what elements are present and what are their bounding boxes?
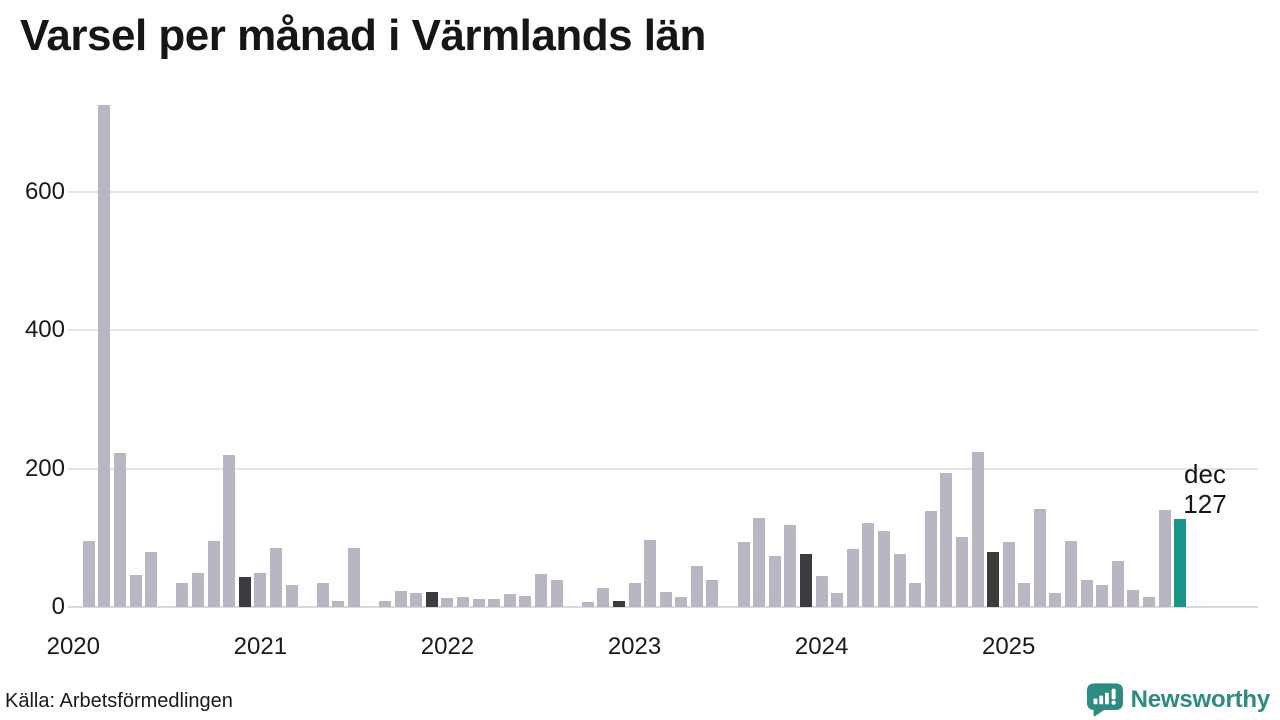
bar-2022-10 <box>581 602 594 607</box>
y-axis-tick-label-600: 600 <box>24 177 65 205</box>
y-axis-tick-label-200: 200 <box>24 454 65 482</box>
bar-2025-10 <box>1143 597 1155 607</box>
newsworthy-speech-bubble-chart-icon <box>1086 682 1124 717</box>
bar-2023-05 <box>690 566 703 607</box>
gridline-600 <box>68 190 1258 193</box>
x-axis-baseline <box>68 606 1258 608</box>
bar-2020-02 <box>82 541 95 607</box>
x-axis-year-label-2023: 2023 <box>607 633 662 660</box>
bar-2021-02 <box>269 548 282 607</box>
latest-bar-annotation: dec 127 <box>1152 459 1258 519</box>
bar-2022-01 <box>441 597 454 607</box>
annotation-value-label: 127 <box>1183 489 1227 519</box>
bar-2020-09 <box>192 573 205 607</box>
newsworthy-logo[interactable]: Newsworthy <box>1086 682 1270 717</box>
bar-2020-05 <box>129 575 142 607</box>
bar-2021-06 <box>332 600 345 607</box>
bar-2024-09 <box>940 473 953 607</box>
bar-2021-12 <box>425 592 438 607</box>
bar-2021-05 <box>316 582 329 607</box>
bar-2023-06 <box>706 579 719 607</box>
x-axis-year-label-2022: 2022 <box>420 633 475 660</box>
bar-2025-11 <box>1158 510 1171 607</box>
bar-2021-03 <box>285 584 298 607</box>
bar-2024-01 <box>815 575 828 607</box>
bar-2023-01 <box>628 583 641 607</box>
bar-2024-02 <box>831 593 844 607</box>
x-axis-year-label-2025: 2025 <box>981 633 1036 660</box>
bar-2025-03 <box>1033 509 1046 607</box>
bar-2023-09 <box>753 517 766 607</box>
bar-2022-12 <box>612 600 625 607</box>
bar-2022-04 <box>488 598 501 607</box>
bar-2024-03 <box>846 548 859 607</box>
bar-2025-02 <box>1018 582 1031 607</box>
bar-2023-03 <box>659 591 672 607</box>
annotation-month-label: dec <box>1184 459 1226 489</box>
bar-2025-06 <box>1080 579 1093 607</box>
gridline-200 <box>68 467 1258 470</box>
bar-2022-02 <box>457 596 470 607</box>
bar-2021-09 <box>379 601 392 607</box>
bar-2025-07 <box>1096 584 1109 607</box>
y-axis-tick-label-400: 400 <box>24 316 65 343</box>
bar-2024-11 <box>971 451 984 607</box>
gridline-400 <box>68 329 1258 331</box>
newsworthy-wordmark: Newsworthy <box>1130 685 1271 713</box>
bar-2022-07 <box>535 574 547 607</box>
bar-2023-11 <box>784 525 797 607</box>
bar-2020-04 <box>114 452 127 607</box>
bar-2022-06 <box>519 595 532 607</box>
bar-2024-12 <box>987 552 1000 607</box>
bar-2025-05 <box>1065 540 1078 607</box>
x-axis-year-label-2024: 2024 <box>794 633 849 660</box>
bar-2021-10 <box>394 591 407 607</box>
bar-2021-07 <box>347 548 360 607</box>
bar-2023-02 <box>644 539 657 607</box>
x-axis-year-label-2020: 2020 <box>46 633 100 660</box>
bar-2023-04 <box>675 596 688 607</box>
bar-2021-11 <box>410 593 423 607</box>
bar-2025-08 <box>1111 561 1124 607</box>
bar-2024-04 <box>862 522 875 607</box>
bar-2023-12 <box>800 553 813 607</box>
x-axis-year-label-2021: 2021 <box>233 633 288 660</box>
bar-2024-07 <box>909 582 922 607</box>
bar-2020-08 <box>176 582 189 607</box>
bar-2022-05 <box>503 593 516 607</box>
source-note: Källa: Arbetsförmedlingen <box>5 690 233 712</box>
bar-2020-12 <box>238 577 251 607</box>
bar-2022-08 <box>550 579 563 607</box>
bar-2024-06 <box>893 553 906 607</box>
bar-2020-11 <box>223 454 236 607</box>
bar-2020-06 <box>145 551 158 607</box>
y-axis-tick-label-0: 0 <box>51 593 65 620</box>
bar-2024-10 <box>955 537 968 607</box>
chart-title: Varsel per månad i Värmlands län <box>20 11 706 60</box>
bar-2025-12 <box>1174 519 1187 607</box>
bar-2020-10 <box>207 541 220 607</box>
bar-2025-01 <box>1002 541 1015 607</box>
bar-2021-01 <box>254 573 267 607</box>
bar-2022-03 <box>472 599 485 607</box>
bar-2022-11 <box>597 587 610 607</box>
bar-2024-05 <box>877 530 890 607</box>
bar-2025-09 <box>1127 590 1140 607</box>
bar-2025-04 <box>1049 593 1062 607</box>
bar-2023-08 <box>737 541 750 607</box>
bar-2023-10 <box>768 555 781 607</box>
bar-2024-08 <box>924 510 937 607</box>
bar-2020-03 <box>98 104 111 607</box>
